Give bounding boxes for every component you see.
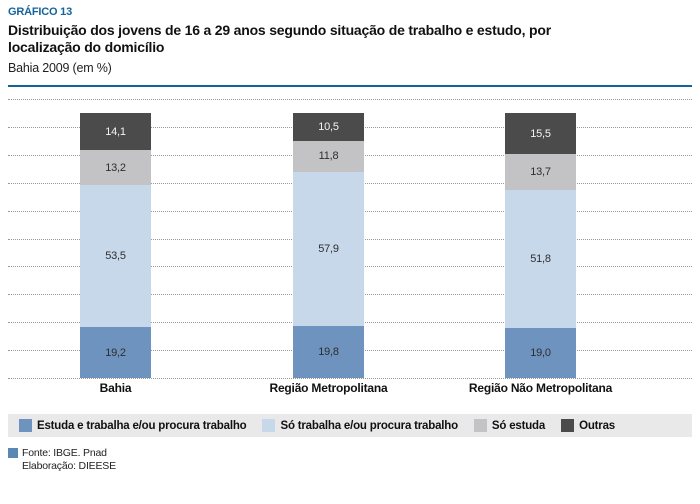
bar-segment: 10,5 xyxy=(293,113,364,141)
stacked-bar-bahia: 19,2 53,5 13,2 14,1 xyxy=(80,113,151,378)
chart-subtitle: Bahia 2009 (em %) xyxy=(8,61,112,75)
category-axis: Bahia Região Metropolitana Região Não Metr… xyxy=(8,381,692,399)
bar-segment: 13,2 xyxy=(80,150,151,186)
segment-value-label: 19,0 xyxy=(530,346,551,359)
legend-item: Só trabalha e/ou procura trabalho xyxy=(262,419,458,432)
segment-value-label: 11,8 xyxy=(318,150,339,163)
plot-area: 19,2 53,5 13,2 14,1 19,8 57,9 11,8 10,5 19,0 51,8… xyxy=(8,99,692,379)
segment-value-label: 51,8 xyxy=(530,253,551,266)
legend-label: Só trabalha e/ou procura trabalho xyxy=(280,419,458,432)
gridline xyxy=(8,99,692,100)
legend-label: Só estuda xyxy=(491,419,546,432)
segment-value-label: 19,2 xyxy=(105,346,126,359)
category-label: Região Não Metropolitana xyxy=(468,381,613,395)
header-rule xyxy=(8,85,692,87)
bar-segment: 19,8 xyxy=(293,325,364,378)
gridline xyxy=(8,378,692,379)
legend-swatch-icon xyxy=(561,419,575,432)
bar-segment: 13,7 xyxy=(505,154,576,191)
legend-label: Estuda e trabalha e/ou procura trabalho xyxy=(37,419,247,432)
stacked-bar-região-não-metropolitana: 19,0 51,8 13,7 15,5 xyxy=(505,113,576,378)
chart-number-kicker: GRÁFICO 13 xyxy=(8,6,73,18)
bar-segment: 11,8 xyxy=(293,140,364,173)
source-note: Fonte: IBGE. Pnad Elaboração: DIEESE xyxy=(8,447,692,473)
category-label: Bahia xyxy=(99,381,132,395)
bar-segment: 51,8 xyxy=(505,190,576,328)
bar-segment: 19,0 xyxy=(505,327,576,378)
segment-value-label: 13,7 xyxy=(530,166,551,179)
segment-value-label: 15,5 xyxy=(530,127,551,140)
segment-value-label: 57,9 xyxy=(318,242,339,255)
legend: Estuda e trabalha e/ou procura trabalho S… xyxy=(8,414,692,437)
legend-swatch-icon xyxy=(19,419,32,432)
segment-value-label: 14,1 xyxy=(105,125,126,138)
bar-segment: 19,2 xyxy=(80,327,151,378)
category-label: Região Metropolitana xyxy=(269,381,388,395)
legend-item: Estuda e trabalha e/ou procura trabalho xyxy=(19,419,247,432)
legend-swatch-icon xyxy=(262,419,276,432)
chart-title: Distribuição dos jovens de 16 a 29 anos … xyxy=(8,22,692,56)
legend-label: Outras xyxy=(579,419,615,432)
chart-title-line-1: Distribuição dos jovens de 16 a 29 anos … xyxy=(8,22,551,38)
segment-value-label: 53,5 xyxy=(105,250,126,263)
segment-value-label: 13,2 xyxy=(105,161,126,174)
segment-value-label: 10,5 xyxy=(318,120,339,133)
bar-segment: 53,5 xyxy=(80,185,151,328)
segment-value-label: 19,8 xyxy=(318,345,339,358)
source-bullet-icon xyxy=(8,448,18,458)
stacked-bar-região-metropolitana: 19,8 57,9 11,8 10,5 xyxy=(293,113,364,378)
bar-segment: 57,9 xyxy=(293,172,364,326)
legend-item: Só estuda xyxy=(473,419,546,432)
elaboration-line: Elaboração: DIEESE xyxy=(22,460,116,472)
legend-swatch-icon xyxy=(473,419,487,432)
chart-title-line-2: localização do domicílio xyxy=(8,39,165,55)
legend-item: Outras xyxy=(561,419,615,432)
source-line: Fonte: IBGE. Pnad xyxy=(22,447,107,459)
bar-segment: 14,1 xyxy=(80,113,151,151)
bar-segment: 15,5 xyxy=(505,113,576,155)
